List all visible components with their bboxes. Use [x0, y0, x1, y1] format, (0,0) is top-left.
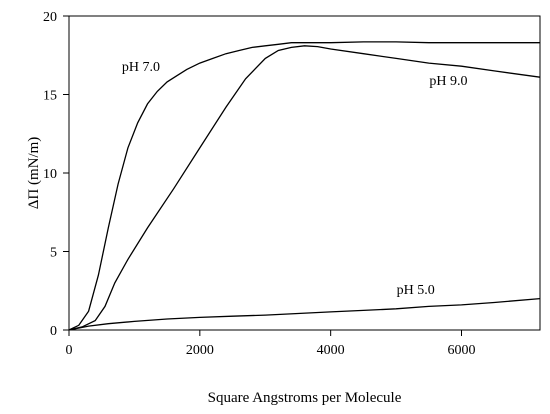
series-label: pH 9.0	[429, 74, 467, 89]
series-line-ph-9.0	[68, 45, 541, 331]
y-axis-label: ΔΠ (mN/m)	[26, 137, 42, 210]
y-tick-label: 10	[43, 167, 57, 182]
x-tick-label: 2000	[186, 343, 214, 358]
series-label: pH 7.0	[122, 60, 160, 75]
series-label: pH 5.0	[397, 283, 435, 298]
series-line-ph-5.0	[68, 297, 541, 331]
y-tick-label: 15	[43, 89, 57, 104]
x-tick-label: 6000	[448, 343, 476, 358]
y-tick-label: 5	[50, 246, 57, 261]
y-tick-label: 0	[50, 324, 57, 339]
series-layer: pH 7.0 pH 9.0 pH 5.0	[68, 41, 541, 331]
x-tick-label: 4000	[317, 343, 345, 358]
x-tick-label: 0	[66, 343, 73, 358]
series-line-ph-7.0	[68, 41, 540, 331]
x-axis-label: Square Angstroms per Molecule	[208, 390, 402, 406]
y-tick-label: 20	[43, 10, 57, 25]
axes: 0 2000 4000 6000 0 5 10 15 20	[43, 10, 541, 358]
